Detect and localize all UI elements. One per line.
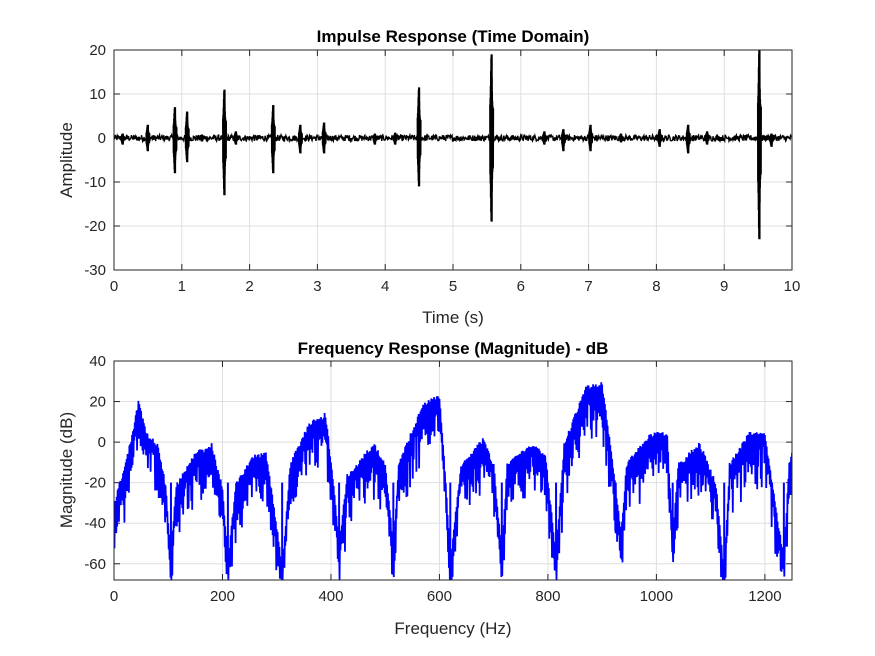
y-axis-label-bottom: Magnitude (dB) bbox=[57, 412, 76, 528]
x-tick-label: 200 bbox=[210, 588, 235, 605]
x-tick-label: 3 bbox=[313, 278, 321, 295]
x-tick-label: 6 bbox=[517, 278, 525, 295]
y-tick-label: -20 bbox=[84, 475, 106, 492]
x-tick-label: 600 bbox=[427, 588, 452, 605]
x-tick-label: 7 bbox=[584, 278, 592, 295]
x-tick-label: 10 bbox=[784, 278, 801, 295]
y-tick-label: -10 bbox=[84, 174, 106, 191]
y-tick-label: 20 bbox=[89, 42, 106, 59]
x-tick-label: 5 bbox=[449, 278, 457, 295]
x-axis-label-bottom: Frequency (Hz) bbox=[394, 619, 511, 638]
y-tick-label: 20 bbox=[89, 394, 106, 411]
x-tick-label: 4 bbox=[381, 278, 389, 295]
series-magnitude-db bbox=[114, 382, 792, 580]
chart-title-top: Impulse Response (Time Domain) bbox=[317, 27, 590, 46]
x-tick-label: 800 bbox=[535, 588, 560, 605]
frequency-domain-axes: 0 200 400 600 800 1000 1200 -60 -40 -20 0 20 40 Freq… bbox=[57, 339, 793, 638]
y-tick-label: 40 bbox=[89, 353, 106, 370]
y-tick-label: 10 bbox=[89, 86, 106, 103]
x-tick-label: 0 bbox=[110, 588, 118, 605]
time-domain-axes: 0 1 2 3 4 5 6 7 8 9 10 -30 -20 -10 0 10 20 Impulse Respo… bbox=[57, 27, 800, 327]
x-tick-label: 9 bbox=[720, 278, 728, 295]
y-tick-label: -40 bbox=[84, 515, 106, 532]
y-tick-label: 0 bbox=[98, 434, 106, 451]
y-tick-label: -60 bbox=[84, 556, 106, 573]
y-axis-label-top: Amplitude bbox=[57, 122, 76, 198]
x-axis-label-top: Time (s) bbox=[422, 308, 484, 327]
x-tick-label: 1000 bbox=[640, 588, 673, 605]
x-tick-label: 0 bbox=[110, 278, 118, 295]
ticks-bottom: 0 200 400 600 800 1000 1200 -60 -40 -20 0 20 40 bbox=[84, 353, 792, 605]
y-tick-label: -30 bbox=[84, 262, 106, 279]
y-tick-label: 0 bbox=[98, 130, 106, 147]
series-impulse-response bbox=[114, 50, 792, 240]
x-tick-label: 1200 bbox=[748, 588, 781, 605]
x-tick-label: 400 bbox=[318, 588, 343, 605]
y-tick-label: -20 bbox=[84, 218, 106, 235]
x-tick-label: 1 bbox=[178, 278, 186, 295]
x-tick-label: 2 bbox=[245, 278, 253, 295]
ticks-top: 0 1 2 3 4 5 6 7 8 9 10 -30 -20 -10 0 10 20 bbox=[84, 42, 800, 295]
noise-trace bbox=[114, 132, 792, 144]
x-tick-label: 8 bbox=[652, 278, 660, 295]
chart-title-bottom: Frequency Response (Magnitude) - dB bbox=[298, 339, 609, 358]
